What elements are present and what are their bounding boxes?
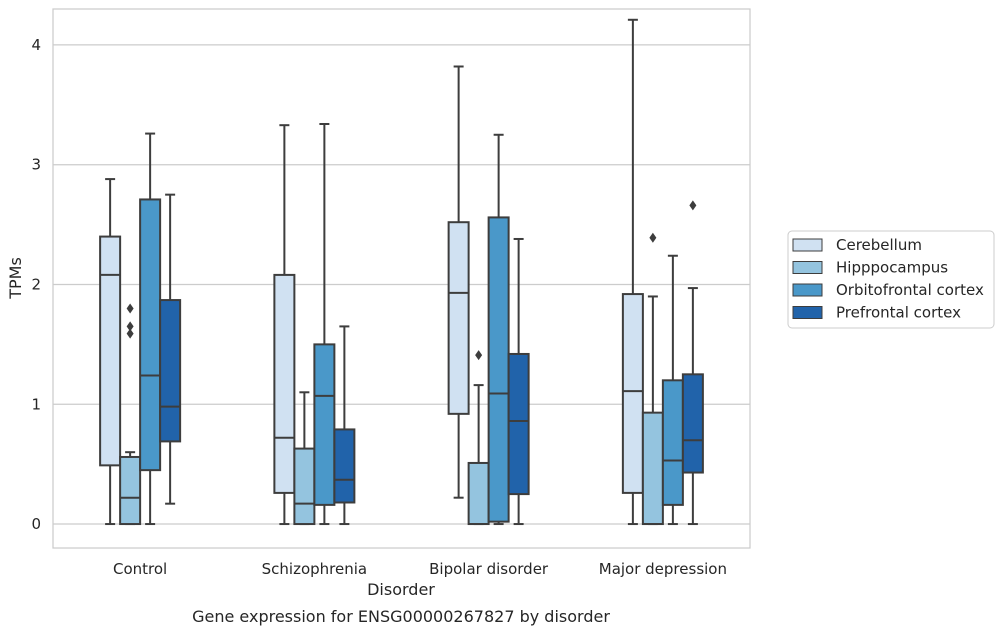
box-body: [467, 461, 490, 526]
x-tick-label: Major depression: [599, 560, 727, 578]
box-1-3: [641, 232, 664, 526]
box-body: [159, 299, 182, 443]
y-tick-label: 3: [31, 156, 41, 174]
box-3-2: [507, 237, 530, 526]
legend-frame: [787, 230, 995, 329]
legend-swatch: [792, 283, 823, 297]
y-tick-label: 4: [31, 36, 41, 54]
outlier-point: [475, 350, 483, 361]
outlier-point: [126, 303, 134, 314]
box-body: [487, 216, 510, 523]
box-2-1: [313, 122, 336, 526]
y-axis-label: TPMs: [6, 257, 25, 300]
outlier-point: [649, 232, 657, 243]
box-body: [447, 221, 470, 415]
legend-label: Prefrontal cortex: [836, 304, 961, 322]
box-body: [313, 343, 336, 506]
outlier-point: [126, 321, 134, 332]
box-body: [661, 379, 684, 506]
legend-label: Cerebellum: [836, 236, 922, 254]
box-3-1: [333, 325, 356, 526]
plot-frame: [52, 8, 751, 549]
x-axis-label: Disorder: [367, 580, 435, 599]
box-1-0: [119, 303, 142, 526]
x-tick-label: Bipolar disorder: [429, 560, 549, 578]
box-body: [681, 373, 704, 474]
box-body: [99, 235, 122, 467]
outlier-point: [689, 200, 697, 211]
x-tick-label: Control: [113, 560, 167, 578]
box-body: [119, 455, 142, 526]
box-body: [293, 447, 316, 526]
box-3-0: [159, 193, 182, 505]
box-0-3: [621, 18, 644, 526]
legend-swatch: [792, 238, 823, 252]
legend-swatch: [792, 306, 823, 319]
box-body: [139, 198, 162, 472]
y-tick-label: 2: [31, 275, 41, 293]
legend-swatch: [792, 261, 823, 274]
chart-caption: Gene expression for ENSG00000267827 by d…: [192, 607, 610, 626]
box-0-1: [273, 124, 296, 526]
legend-label: Hipppocampus: [836, 259, 948, 277]
box-series: [99, 18, 704, 526]
box-body: [507, 352, 530, 496]
y-tick-label: 1: [31, 395, 41, 413]
box-2-0: [139, 132, 162, 526]
box-body: [621, 293, 644, 494]
legend-label: Orbitofrontal cortex: [836, 281, 984, 299]
box-0-0: [99, 178, 122, 526]
x-axis-ticks: Control Schizophrenia Bipolar disorder Majo…: [113, 560, 727, 578]
x-tick-label: Schizophrenia: [262, 560, 367, 578]
legend: Cerebellum Hipppocampus Orbitofrontal cort…: [787, 230, 995, 329]
box-3-3: [681, 200, 704, 526]
y-axis-ticks: 0 1 2 3 4: [31, 36, 41, 533]
box-body: [333, 428, 356, 504]
box-body: [273, 273, 296, 494]
outlier-point: [126, 328, 134, 339]
box-body: [641, 411, 664, 526]
box-0-2: [447, 65, 470, 499]
y-tick-label: 0: [31, 515, 41, 533]
